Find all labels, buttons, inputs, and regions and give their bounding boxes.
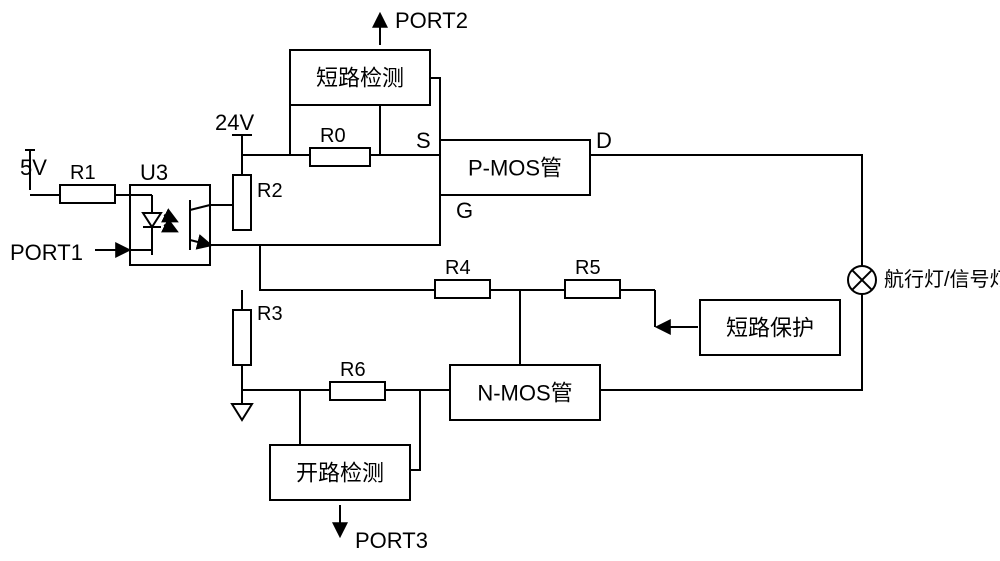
block-label-nmos: N-MOS管 [477, 381, 572, 406]
label-port1: PORT1 [10, 240, 83, 265]
resistor-label-R1: R1 [70, 162, 96, 184]
label-U3: U3 [140, 160, 168, 185]
label-v24: 24V [215, 110, 254, 135]
wire [260, 195, 440, 245]
resistor-label-R3: R3 [257, 303, 283, 325]
resistor-R4 [435, 280, 490, 298]
resistor-R1 [60, 185, 115, 203]
wire [430, 78, 440, 155]
resistor-label-R4: R4 [445, 257, 471, 279]
block-label-short_detect: 短路检测 [316, 66, 404, 91]
resistor-R0 [310, 148, 370, 166]
resistor-label-R6: R6 [340, 359, 366, 381]
wire [410, 390, 420, 470]
block-label-short_protect: 短路保护 [726, 316, 814, 341]
resistor-R6 [330, 382, 385, 400]
label-lamp: 航行灯/信号灯 [884, 268, 1000, 291]
circuit-diagram: R0 R1 R2 R3 R4 R5 R6 短路检测 P-MOS管短路保护 N-MOS管开路检测 5V… [0, 0, 1000, 561]
resistor-label-R5: R5 [575, 257, 601, 279]
resistor-R5 [565, 280, 620, 298]
wire [590, 155, 862, 266]
block-label-pmos: P-MOS管 [468, 156, 562, 181]
resistor-R3 [233, 310, 251, 365]
label-S: S [416, 128, 431, 153]
resistor-label-R2: R2 [257, 180, 283, 202]
label-G: G [456, 198, 473, 223]
ground-icon [232, 404, 252, 420]
block-label-open_detect: 开路检测 [296, 461, 384, 486]
wire [370, 105, 380, 155]
label-v5: 5V [20, 155, 47, 180]
resistor-R2 [233, 175, 251, 230]
optocoupler [130, 185, 210, 265]
label-port3: PORT3 [355, 528, 428, 553]
label-port2: PORT2 [395, 8, 468, 33]
wire [260, 245, 435, 290]
resistor-label-R0: R0 [320, 125, 346, 147]
label-D: D [596, 128, 612, 153]
